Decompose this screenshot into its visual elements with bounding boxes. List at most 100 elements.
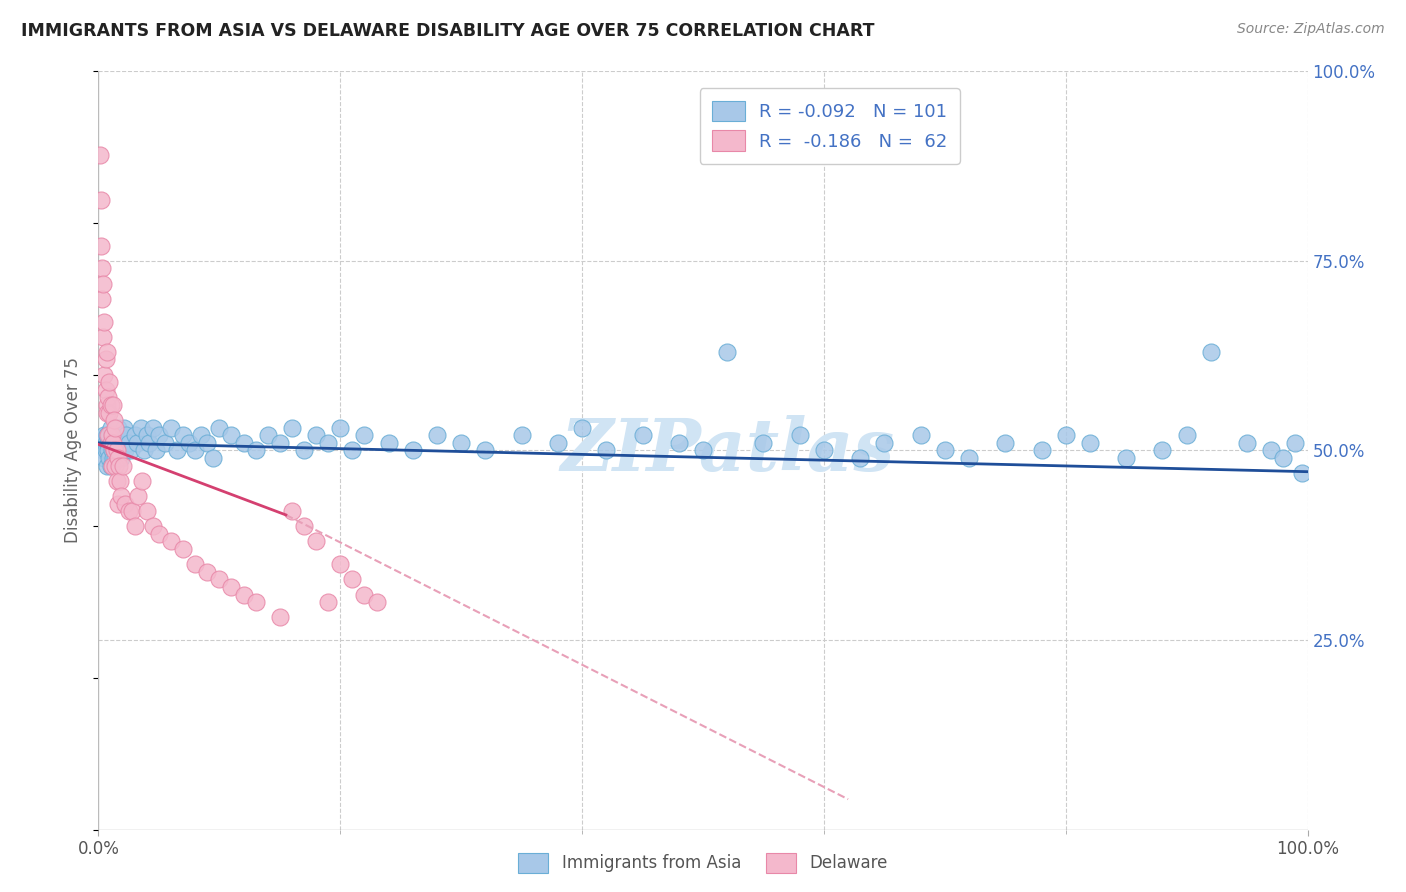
Point [112, 421, 135, 435]
Point [957, 451, 980, 466]
Point [134, 443, 156, 458]
Point [232, 436, 254, 450]
Point [107, 421, 129, 435]
Point [114, 443, 136, 458]
Point [107, 436, 129, 450]
Point [208, 421, 231, 435]
Point [103, 428, 125, 442]
Point [571, 421, 593, 435]
Point [97, 443, 120, 458]
Point [1199, 344, 1222, 359]
Point [104, 421, 127, 435]
Text: ZIPatlas: ZIPatlas [560, 415, 894, 486]
Point [91, 436, 114, 450]
Point [90, 194, 112, 208]
Point [172, 542, 194, 557]
Point [96, 405, 118, 420]
Point [96, 344, 118, 359]
Point [94, 383, 117, 397]
Point [103, 413, 125, 427]
Point [1054, 428, 1077, 442]
Point [105, 443, 128, 458]
Point [124, 519, 146, 533]
Point [118, 504, 141, 518]
Point [93, 368, 115, 382]
Point [98, 428, 121, 442]
Point [97, 428, 120, 442]
Point [103, 443, 125, 458]
Point [91, 277, 114, 291]
Point [1260, 443, 1282, 458]
Point [1175, 428, 1198, 442]
Point [994, 436, 1017, 450]
Point [89, 148, 111, 162]
Point [305, 428, 328, 442]
Point [353, 588, 375, 602]
Point [510, 428, 533, 442]
Point [1152, 443, 1174, 458]
Point [105, 474, 128, 488]
Point [1284, 436, 1306, 450]
Point [91, 330, 114, 344]
Point [98, 376, 121, 390]
Point [104, 451, 127, 466]
Point [104, 436, 127, 450]
Point [208, 573, 231, 587]
Point [166, 443, 188, 458]
Point [245, 443, 267, 458]
Point [402, 443, 425, 458]
Point [107, 496, 129, 510]
Point [1236, 436, 1258, 450]
Point [121, 504, 143, 518]
Point [145, 443, 167, 458]
Point [100, 428, 122, 442]
Point [849, 451, 872, 466]
Point [316, 595, 339, 609]
Point [94, 436, 117, 450]
Point [221, 580, 243, 594]
Point [115, 428, 138, 442]
Point [595, 443, 617, 458]
Point [153, 436, 176, 450]
Point [142, 421, 165, 435]
Point [910, 428, 932, 442]
Point [195, 436, 218, 450]
Point [329, 557, 352, 572]
Legend: Immigrants from Asia, Delaware: Immigrants from Asia, Delaware [512, 847, 894, 880]
Point [160, 534, 183, 549]
Point [292, 443, 315, 458]
Point [108, 458, 131, 473]
Point [195, 565, 218, 579]
Point [269, 436, 291, 450]
Point [97, 436, 120, 450]
Point [118, 436, 141, 450]
Point [100, 421, 122, 435]
Point [98, 405, 121, 420]
Point [100, 436, 122, 450]
Y-axis label: Disability Age Over 75: Disability Age Over 75 [65, 358, 83, 543]
Point [789, 428, 811, 442]
Point [813, 443, 835, 458]
Point [474, 443, 496, 458]
Point [90, 238, 112, 253]
Point [103, 443, 125, 458]
Point [934, 443, 956, 458]
Point [124, 428, 146, 442]
Point [245, 595, 267, 609]
Point [184, 557, 207, 572]
Point [127, 489, 149, 503]
Point [631, 428, 654, 442]
Point [100, 443, 122, 458]
Point [94, 443, 117, 458]
Point [96, 428, 118, 442]
Point [172, 428, 194, 442]
Point [93, 451, 115, 466]
Point [366, 595, 388, 609]
Point [110, 489, 132, 503]
Point [138, 436, 160, 450]
Point [129, 421, 152, 435]
Point [142, 519, 165, 533]
Point [127, 436, 149, 450]
Point [100, 398, 122, 412]
Point [1272, 451, 1295, 466]
